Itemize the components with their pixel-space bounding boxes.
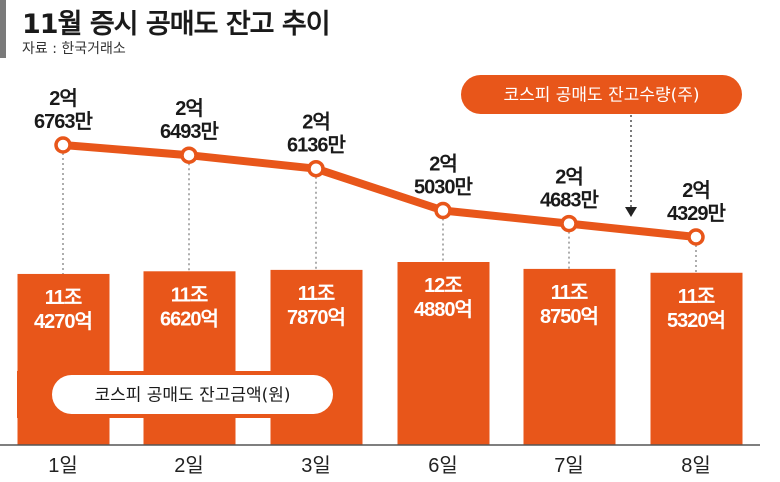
bar-amount [523, 268, 616, 445]
x-tick-label: 2일 [174, 454, 204, 477]
x-tick-label: 3일 [301, 454, 331, 477]
line-label-line2: 4683만 [540, 189, 599, 212]
x-tick-label: 8일 [681, 454, 711, 477]
bar-label-line1: 11조 [171, 284, 208, 306]
title-accent-bar [0, 0, 6, 58]
line-value-label: 2억 6763만 [34, 87, 93, 133]
source-note: 자료 : 한국거래소 [22, 41, 126, 57]
x-tick-label: 1일 [48, 454, 78, 477]
line-label-line1: 2억 [682, 179, 710, 202]
line-label-line1: 2억 [429, 153, 457, 176]
line-label-line1: 2억 [302, 111, 330, 134]
line-label-line1: 2억 [175, 97, 203, 120]
bar-legend-pill [52, 375, 333, 414]
bar-label-line1: 12조 [424, 275, 462, 297]
bar-label-line2: 7870억 [287, 306, 345, 329]
bar-label-line2: 4880억 [414, 298, 472, 321]
bar-label-line2: 6620억 [160, 307, 218, 330]
bar-amount [650, 272, 743, 445]
bar-label-line1: 11조 [551, 282, 588, 304]
bar-label-line2: 5320억 [667, 309, 725, 332]
line-point-marker [180, 146, 198, 164]
line-value-label: 2억 6136만 [287, 111, 346, 157]
line-point-marker [560, 214, 578, 233]
bar-label-line2: 8750억 [540, 305, 598, 328]
line-legend-label: 코스피 공매도 잔고수량(주) [503, 86, 699, 106]
bar-value-label: 11조 4270억 [34, 287, 92, 333]
bar-value-label: 11조 5320억 [667, 286, 725, 332]
bar-amount [397, 262, 490, 445]
line-legend-pill [461, 75, 742, 114]
x-tick-label: 7일 [554, 454, 584, 477]
line-value-label: 2억 4683만 [540, 166, 599, 212]
line-value-label: 2억 4329만 [667, 179, 726, 225]
line-point-marker [54, 136, 72, 154]
bar-value-label: 11조 8750억 [540, 282, 598, 328]
bar-label-line1: 11조 [678, 286, 715, 308]
line-label-line2: 5030만 [414, 176, 473, 199]
bar-label-line1: 11조 [45, 287, 82, 309]
line-series-quantity [59, 141, 700, 241]
bar-value-label: 12조 4880억 [414, 275, 472, 321]
chart-title: 11월 증시 공매도 잔고 추이 [22, 9, 331, 40]
bar-label-line2: 4270억 [34, 310, 92, 333]
line-label-line2: 6763만 [34, 110, 93, 133]
line-value-label: 2억 5030만 [414, 153, 473, 199]
x-tick-label: 6일 [428, 454, 458, 477]
line-label-line2: 6136만 [287, 134, 346, 157]
line-point-marker [307, 159, 325, 178]
line-label-line1: 2억 [555, 166, 583, 189]
bar-label-line1: 11조 [298, 283, 335, 305]
line-value-label: 2억 6493만 [160, 97, 219, 143]
line-point-marker [434, 201, 452, 220]
line-label-line1: 2억 [49, 87, 77, 110]
bar-value-label: 11조 6620억 [160, 284, 218, 330]
arrow-down-icon [625, 207, 637, 217]
line-label-line2: 6493만 [160, 120, 219, 143]
line-label-line2: 4329만 [667, 202, 726, 225]
line-point-marker [687, 228, 705, 246]
bar-legend-label: 코스피 공매도 잔고금액(원) [94, 386, 290, 406]
bar-value-label: 11조 7870억 [287, 283, 345, 329]
